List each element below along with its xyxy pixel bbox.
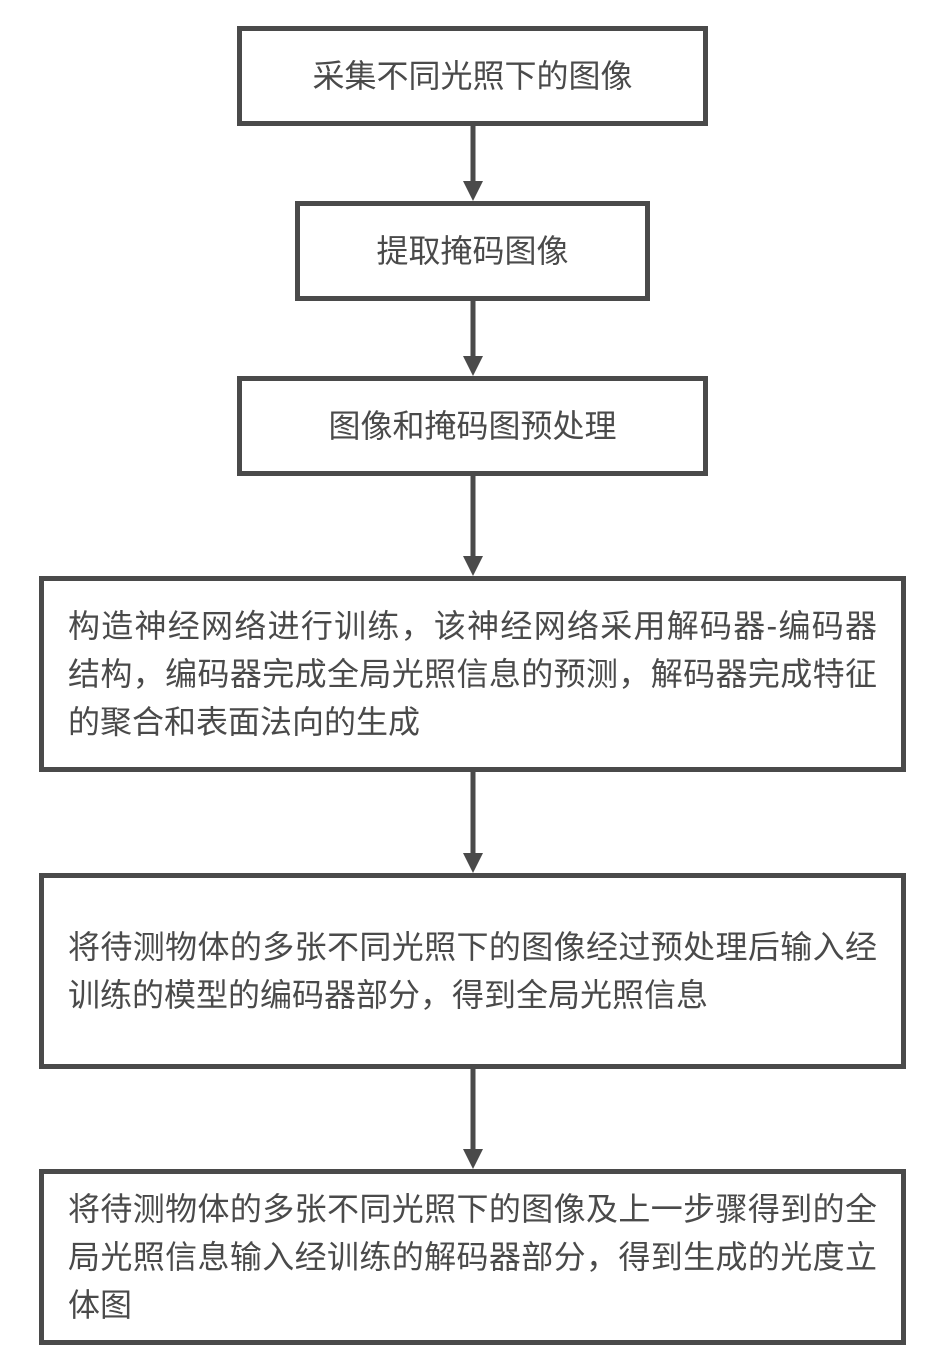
node-label: 将待测物体的多张不同光照下的图像及上一步骤得到的全局光照信息输入经训练的解码器部… [68,1185,877,1329]
flowchart-node-3: 图像和掩码图预处理 [237,376,708,476]
node-label: 将待测物体的多张不同光照下的图像经过预处理后输入经训练的模型的编码器部分，得到全… [68,923,877,1019]
flowchart-node-4: 构造神经网络进行训练，该神经网络采用解码器-编码器结构，编码器完成全局光照信息的… [39,576,906,772]
node-label: 提取掩码图像 [376,227,568,275]
flowchart-canvas: 采集不同光照下的图像 提取掩码图像 图像和掩码图预处理 构造神经网络进行训练，该… [0,0,946,1366]
node-label: 采集不同光照下的图像 [312,52,632,100]
flowchart-node-6: 将待测物体的多张不同光照下的图像及上一步骤得到的全局光照信息输入经训练的解码器部… [39,1169,906,1345]
node-label: 图像和掩码图预处理 [328,402,616,450]
flowchart-node-2: 提取掩码图像 [295,201,650,301]
node-label: 构造神经网络进行训练，该神经网络采用解码器-编码器结构，编码器完成全局光照信息的… [68,602,877,746]
flowchart-node-5: 将待测物体的多张不同光照下的图像经过预处理后输入经训练的模型的编码器部分，得到全… [39,873,906,1069]
flowchart-node-1: 采集不同光照下的图像 [237,26,708,126]
